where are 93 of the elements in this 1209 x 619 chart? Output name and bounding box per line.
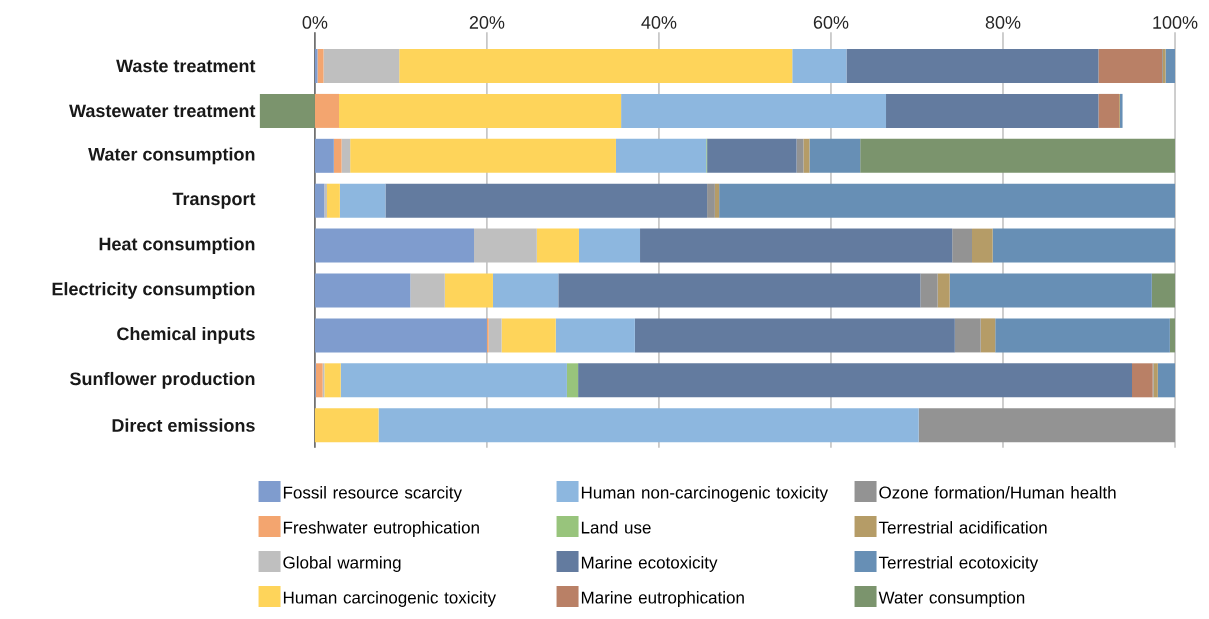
y-tick-label: Heat consumption <box>99 237 255 254</box>
legend-label: Ozone formation/Human health <box>879 486 1116 499</box>
bar <box>578 363 1133 398</box>
bar <box>621 93 887 128</box>
bar <box>326 183 340 218</box>
legend-label: Land use <box>581 521 651 534</box>
bar <box>324 363 341 398</box>
bar <box>341 138 351 173</box>
legend-label: Marine eutrophication <box>581 591 744 607</box>
bar <box>314 273 411 308</box>
bar <box>846 49 1099 84</box>
bar <box>378 408 919 443</box>
x-tick-label: 80% <box>985 16 1021 29</box>
bar <box>385 183 708 218</box>
bar <box>954 318 981 353</box>
legend-label: Water consumption <box>878 591 1025 607</box>
bar <box>314 318 487 353</box>
y-tick-label: Electricity consumption <box>52 282 255 299</box>
bar <box>1132 363 1153 398</box>
legend-label: Terrestrial acidification <box>878 521 1047 534</box>
y-tick-label: Waste treatment <box>116 59 256 73</box>
y-tick-label: Chemical inputs <box>117 327 255 344</box>
y-tick-label: Wastewater treatment <box>69 104 256 118</box>
y-tick-label: Transport <box>172 192 256 209</box>
bar <box>719 183 1176 218</box>
bar <box>444 273 493 308</box>
bar <box>555 318 635 353</box>
bar <box>315 363 323 398</box>
bar <box>314 183 325 218</box>
bar <box>340 363 567 398</box>
bar <box>992 228 1176 263</box>
bar <box>634 318 955 353</box>
legend-label: Fossil resource scarcity <box>283 486 462 502</box>
bar <box>578 228 641 263</box>
bar <box>492 273 559 308</box>
bar <box>314 408 379 443</box>
bar <box>809 138 861 173</box>
bar <box>640 228 953 263</box>
bar <box>707 183 715 218</box>
bar <box>1151 273 1176 308</box>
bar <box>317 49 324 84</box>
bar <box>350 138 616 173</box>
bar <box>792 49 847 84</box>
bar <box>714 183 720 218</box>
bar <box>314 93 339 128</box>
bar <box>558 273 921 308</box>
x-tick-label: 0% <box>302 16 328 29</box>
bar <box>615 138 707 173</box>
bar <box>1098 49 1163 84</box>
x-tick-label: 100% <box>1153 16 1198 29</box>
bar <box>949 273 1152 308</box>
bar <box>886 93 1099 128</box>
bar <box>937 273 950 308</box>
bar <box>501 318 556 353</box>
bar <box>474 228 537 263</box>
bar <box>707 138 797 173</box>
legend-label: Terrestrial ecotoxicity <box>878 556 1039 572</box>
bar <box>339 183 386 218</box>
bar <box>803 138 810 173</box>
legend-label: Freshwater eutrophication <box>283 521 479 537</box>
bar <box>1169 318 1176 353</box>
legend-label: Human carcinogenic toxicity <box>283 591 496 607</box>
bar <box>314 138 334 173</box>
y-tick-label: Direct emissions <box>112 418 255 432</box>
y-tick-label: Sunflower production <box>70 371 255 389</box>
bar <box>314 228 475 263</box>
x-tick-label: 20% <box>469 16 505 29</box>
bar <box>1098 93 1120 128</box>
y-tick-label: Water consumption <box>88 147 255 165</box>
bar <box>972 228 993 263</box>
x-tick-label: 60% <box>813 16 849 29</box>
bar <box>536 228 579 263</box>
legend-label: Global warming <box>283 556 401 572</box>
bar <box>333 138 342 173</box>
bar <box>324 183 327 218</box>
bar <box>952 228 973 263</box>
legend-label: Marine ecotoxicity <box>581 556 718 572</box>
bar <box>399 49 793 84</box>
bar <box>323 49 400 84</box>
bar <box>980 318 996 353</box>
bar <box>1157 363 1176 398</box>
bar <box>920 273 938 308</box>
bar <box>995 318 1170 353</box>
bar <box>1165 49 1176 84</box>
bar <box>410 273 445 308</box>
bar <box>566 363 579 398</box>
bar <box>259 93 315 128</box>
bar <box>488 318 502 353</box>
legend-label: Human non-carcinogenic toxicity <box>581 486 829 502</box>
bar <box>338 93 622 128</box>
bar <box>860 138 1176 173</box>
bar <box>1153 363 1158 398</box>
x-tick-label: 40% <box>641 16 677 29</box>
